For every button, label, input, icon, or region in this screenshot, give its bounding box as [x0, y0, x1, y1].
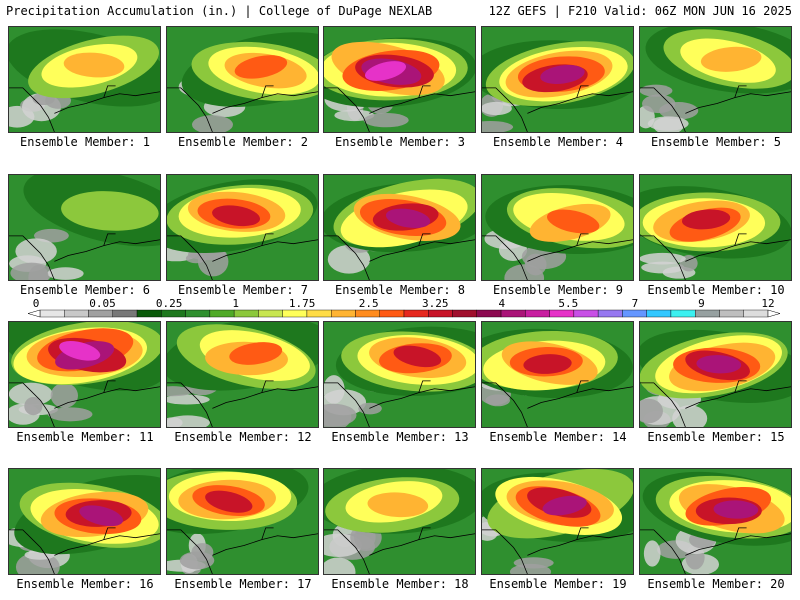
colorbar-tick-label: 0.05 — [89, 298, 116, 310]
colorbar-tick-label: 0 — [33, 298, 40, 310]
colorbar-tick-label: 9 — [698, 298, 705, 310]
colorbar-swatch — [695, 309, 720, 318]
colorbar-tick-label: 5.5 — [558, 298, 578, 310]
ensemble-member-label: Ensemble Member: 9 — [492, 283, 624, 297]
colorbar-swatch — [136, 309, 162, 318]
ensemble-member-label: Ensemble Member: 11 — [16, 430, 154, 444]
colorbar-swatch — [743, 309, 769, 318]
colorbar-swatch — [209, 309, 235, 318]
ensemble-member-map — [8, 468, 161, 575]
colorbar-tick-label: 2.5 — [359, 298, 379, 310]
ensemble-member-label: Ensemble Member: 18 — [331, 577, 469, 591]
ensemble-member-label: Ensemble Member: 6 — [19, 283, 151, 297]
ensemble-member-map — [481, 468, 634, 575]
ensemble-member-map — [481, 26, 634, 133]
ensemble-member-label: Ensemble Member: 17 — [174, 577, 312, 591]
ensemble-member-label: Ensemble Member: 12 — [174, 430, 312, 444]
ensemble-member-label: Ensemble Member: 7 — [177, 283, 309, 297]
colorbar-swatch — [719, 309, 744, 318]
ensemble-member-label: Ensemble Member: 3 — [334, 135, 466, 149]
colorbar-swatch — [185, 309, 211, 318]
ensemble-member-map — [323, 468, 476, 575]
ensemble-member-map — [639, 468, 792, 575]
colorbar-tick-label: 1.75 — [289, 298, 316, 310]
colorbar-swatch — [573, 309, 599, 318]
ensemble-member-map — [8, 174, 161, 281]
colorbar-tick-label: 1 — [232, 298, 239, 310]
colorbar-swatch — [428, 309, 453, 318]
ensemble-member-label: Ensemble Member: 4 — [492, 135, 624, 149]
colorbar-swatch — [597, 309, 623, 318]
ensemble-member-map — [481, 174, 634, 281]
ensemble-member-map — [481, 321, 634, 428]
colorbar-swatch — [161, 309, 186, 318]
colorbar-swatch — [500, 309, 526, 318]
colorbar-tick-label: 7 — [632, 298, 639, 310]
colorbar-swatch — [355, 309, 380, 318]
ensemble-member-label: Ensemble Member: 15 — [647, 430, 785, 444]
colorbar-tick-label: 12 — [761, 298, 774, 310]
ensemble-member-label: Ensemble Member: 2 — [177, 135, 309, 149]
colorbar-swatch — [306, 309, 332, 318]
ensemble-member-map — [166, 468, 319, 575]
colorbar-swatch — [476, 309, 502, 318]
colorbar-swatch — [258, 309, 283, 318]
ensemble-member-label: Ensemble Member: 19 — [489, 577, 627, 591]
colorbar-swatch — [39, 309, 65, 318]
colorbar-swatch — [403, 309, 429, 318]
colorbar-tick-label: 0.25 — [156, 298, 183, 310]
colorbar-tick-label: 4 — [499, 298, 506, 310]
ensemble-member-map — [166, 174, 319, 281]
ensemble-member-map — [8, 26, 161, 133]
colorbar-swatch — [88, 309, 113, 318]
ensemble-member-map — [323, 321, 476, 428]
ensemble-member-label: Ensemble Member: 14 — [489, 430, 627, 444]
ensemble-member-label: Ensemble Member: 13 — [331, 430, 469, 444]
ensemble-member-map — [639, 174, 792, 281]
ensemble-member-map — [166, 26, 319, 133]
ensemble-member-map — [166, 321, 319, 428]
ensemble-member-label: Ensemble Member: 20 — [647, 577, 785, 591]
colorbar-swatch — [452, 309, 477, 318]
colorbar-swatch — [646, 309, 672, 318]
ensemble-member-map — [323, 26, 476, 133]
ensemble-member-label: Ensemble Member: 16 — [16, 577, 154, 591]
colorbar-swatch — [622, 309, 647, 318]
ensemble-member-map — [639, 26, 792, 133]
colorbar-swatch — [233, 309, 259, 318]
colorbar-swatch — [525, 309, 550, 318]
colorbar-swatch — [112, 309, 138, 318]
ensemble-member-label: Ensemble Member: 5 — [650, 135, 782, 149]
header-title: Precipitation Accumulation (in.) | Colle… — [6, 4, 433, 18]
ensemble-member-map — [8, 321, 161, 428]
ensemble-member-label: Ensemble Member: 1 — [19, 135, 151, 149]
colorbar-swatch — [670, 309, 696, 318]
colorbar-swatch — [64, 309, 89, 318]
colorbar-swatch — [549, 309, 575, 318]
colorbar-tick-label: 3.25 — [422, 298, 449, 310]
colorbar-legend: 0 0.05 0.25 1 1.75 2.5 3.25 4 5.5 7 9 12 — [28, 298, 780, 318]
colorbar-swatch — [282, 309, 308, 318]
header-run-info: 12Z GEFS | F210 Valid: 06Z MON JUN 16 20… — [488, 4, 792, 18]
colorbar-swatch — [379, 309, 405, 318]
colorbar-swatch — [331, 309, 356, 318]
ensemble-member-label: Ensemble Member: 10 — [647, 283, 785, 297]
ensemble-member-map — [639, 321, 792, 428]
colorbar-max-arrow — [767, 309, 780, 318]
ensemble-member-label: Ensemble Member: 8 — [334, 283, 466, 297]
colorbar-min-arrow — [28, 309, 41, 318]
ensemble-member-map — [323, 174, 476, 281]
